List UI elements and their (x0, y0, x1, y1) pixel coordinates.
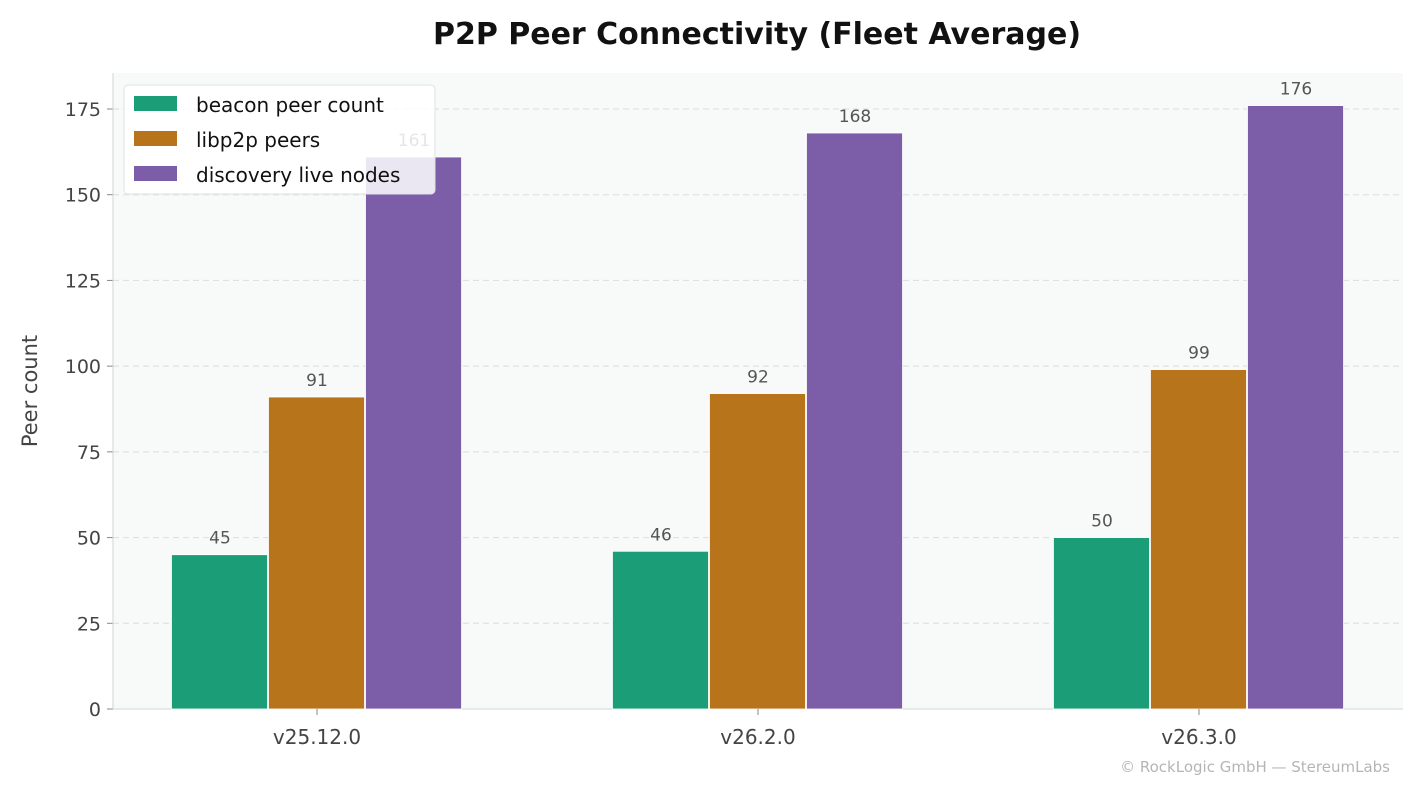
bar-beacon-peer-count (1053, 537, 1150, 710)
y-tick-label: 100 (65, 356, 101, 378)
y-tick-label: 75 (77, 442, 101, 464)
legend-label: libp2p peers (196, 128, 320, 152)
legend (123, 84, 436, 195)
bar-discovery-live-nodes (1247, 105, 1344, 710)
bar-libp2p-peers (709, 393, 806, 710)
x-tick-label: v26.3.0 (1161, 725, 1236, 749)
bar-libp2p-peers (268, 396, 365, 710)
x-tick-label: v26.2.0 (720, 725, 795, 749)
footer-copyright: © RockLogic GmbH — StereumLabs (1120, 758, 1390, 776)
y-tick-label: 175 (65, 99, 101, 121)
bar-libp2p-peers (1150, 369, 1247, 710)
legend-label: beacon peer count (196, 93, 384, 117)
legend-swatch (134, 96, 177, 111)
legend-label: discovery live nodes (196, 163, 400, 187)
y-axis-label: Peer count (18, 335, 42, 447)
bar-discovery-live-nodes (806, 132, 903, 710)
y-tick-label: 50 (77, 528, 101, 550)
data-label: 45 (209, 529, 231, 549)
data-label: 176 (1280, 80, 1312, 100)
data-label: 50 (1091, 512, 1113, 532)
data-label: 99 (1188, 344, 1210, 364)
chart-title: P2P Peer Connectivity (Fleet Average) (433, 17, 1081, 52)
bar-discovery-live-nodes (365, 156, 462, 710)
y-tick-label: 125 (65, 270, 101, 292)
x-tick-label: v25.12.0 (273, 725, 361, 749)
legend-swatch (134, 166, 177, 181)
y-tick-label: 0 (89, 699, 101, 721)
legend-swatch (134, 131, 177, 146)
bar-beacon-peer-count (612, 550, 709, 710)
data-label: 92 (747, 368, 769, 388)
y-tick-label: 25 (77, 613, 101, 635)
data-label: 46 (650, 525, 672, 545)
bar-beacon-peer-count (171, 554, 268, 710)
data-label: 91 (306, 371, 328, 391)
data-label: 168 (839, 107, 871, 127)
y-tick-label: 150 (65, 185, 101, 207)
